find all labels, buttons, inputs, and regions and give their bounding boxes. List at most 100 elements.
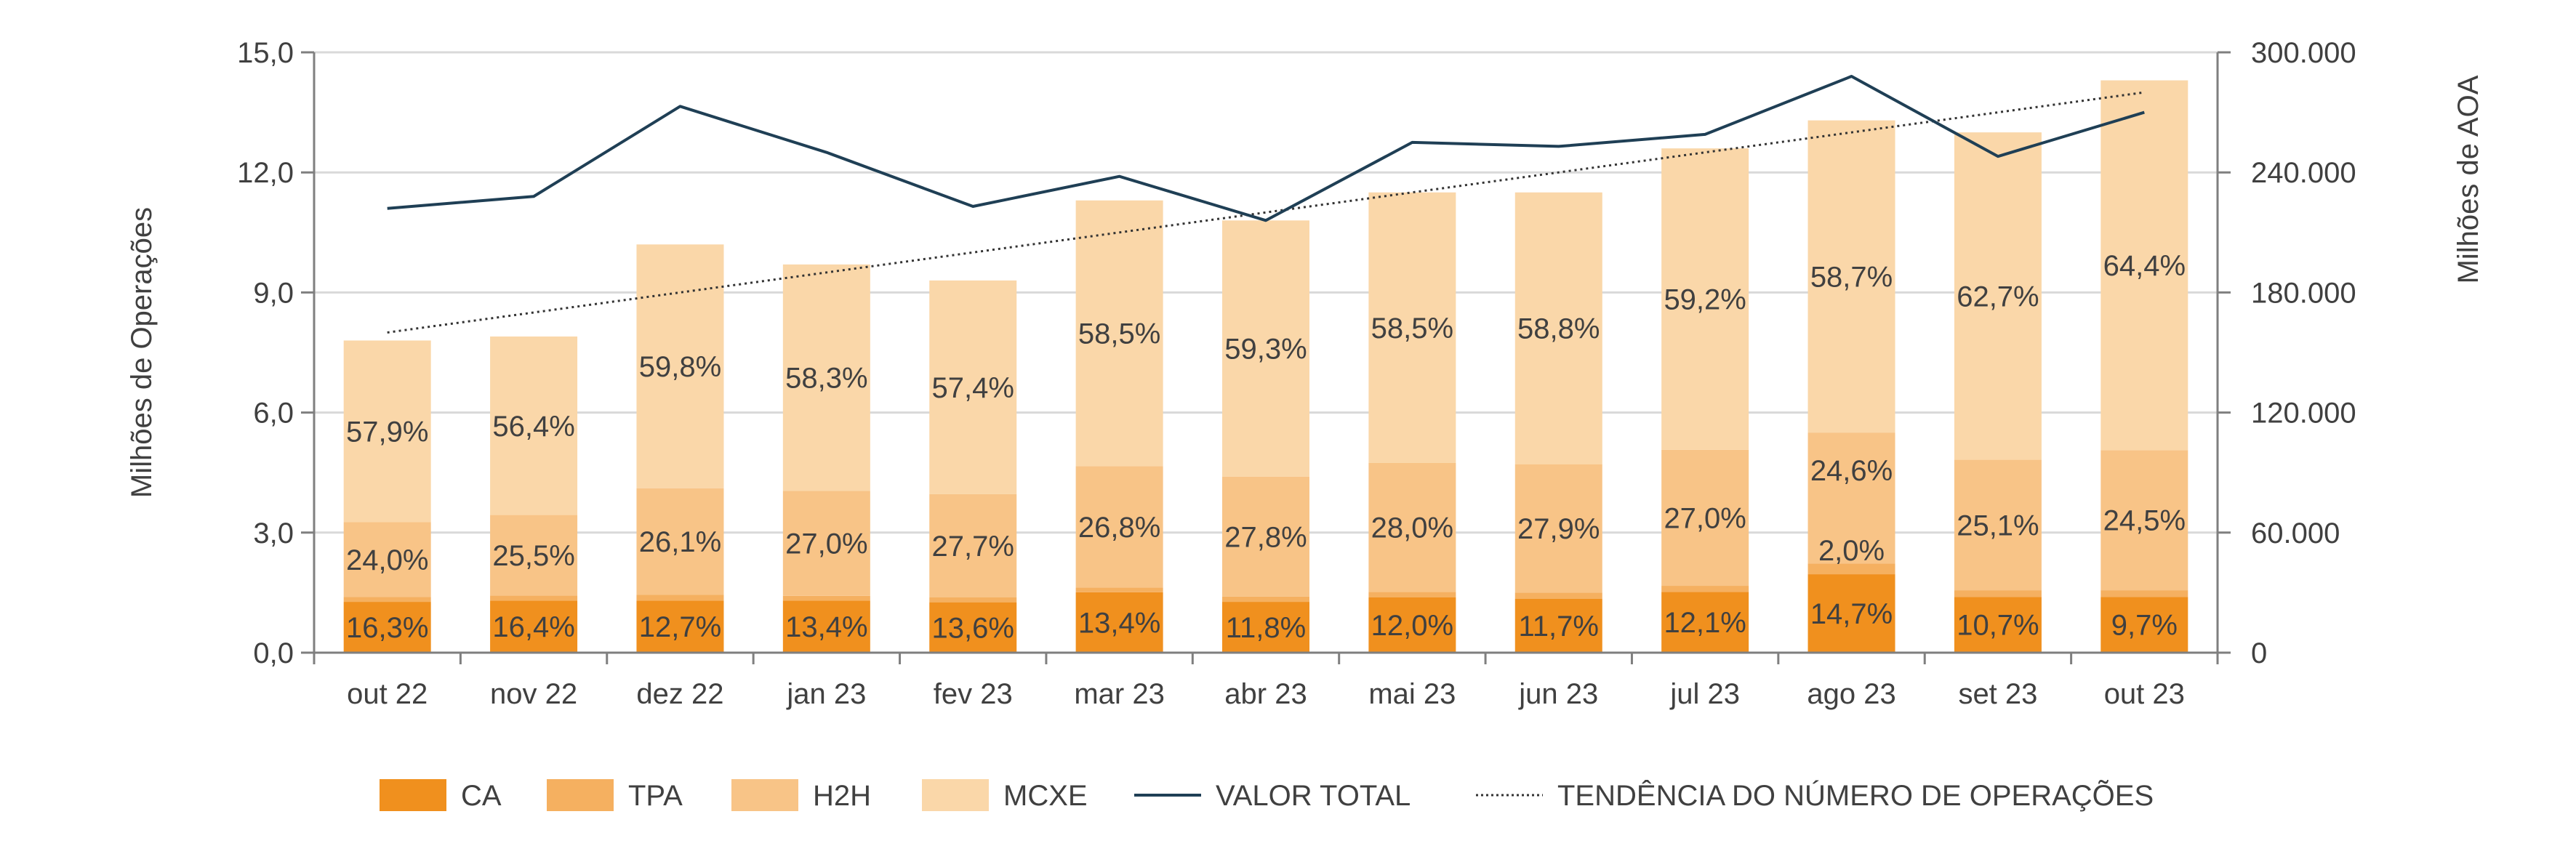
bar-label-tpa: 2,0% (1818, 535, 1885, 567)
bar-h2h (1222, 476, 1309, 597)
bar-ca (1661, 592, 1749, 653)
bar-mcxe (1075, 200, 1163, 467)
bar-labels-group: 16,3% 24,0% 57,9% 16,4% 25,5% 56,4% 12,7% 26,1%… (346, 250, 2186, 644)
bar-h2h (343, 522, 431, 597)
bar-mcxe (343, 340, 431, 523)
bar-tpa (490, 595, 578, 601)
x-tick-label: ago 23 (1807, 678, 1895, 710)
bar-label-h2h: 26,8% (1078, 512, 1160, 544)
bar-label-h2h: 27,7% (932, 531, 1014, 563)
y-right-tick-label: 0 (2251, 637, 2267, 669)
bars-group (343, 80, 2188, 653)
y-left-tick-label: 12,0 (237, 157, 294, 189)
bar-label-mcxe: 57,4% (932, 372, 1014, 404)
bar-h2h (929, 494, 1017, 598)
valor-total-line (387, 75, 2145, 222)
line-group (387, 75, 2145, 222)
bar-label-h2h: 25,1% (1957, 509, 2039, 541)
bar-label-mcxe: 58,5% (1371, 313, 1453, 345)
bar-mcxe (636, 244, 724, 488)
bar-ca (1075, 592, 1163, 653)
bar-tpa (1222, 596, 1309, 603)
y-right-tick-label: 240.000 (2251, 157, 2356, 189)
y-right-tick-label: 120.000 (2251, 398, 2356, 430)
bar-tpa (1661, 586, 1749, 592)
legend-swatch-tpa (547, 779, 614, 811)
bar-label-ca: 16,3% (346, 612, 428, 644)
bar-tpa (782, 595, 870, 601)
legend-label-mcxe: MCXE (1003, 780, 1088, 812)
y-right-tick-label: 60.000 (2251, 517, 2340, 549)
x-tick-label: jul 23 (1669, 678, 1740, 710)
bar-label-h2h: 26,1% (639, 526, 721, 558)
bar-label-mcxe: 56,4% (492, 411, 574, 443)
bar-mcxe (1661, 148, 1749, 450)
bar-h2h (1661, 449, 1749, 587)
trend-group (387, 91, 2145, 334)
bar-mcxe (1514, 192, 1602, 464)
bar-label-h2h: 25,5% (492, 540, 574, 572)
bar-tpa (343, 597, 431, 603)
bar-tpa (1075, 587, 1163, 592)
y-left-tick-label: 15,0 (237, 37, 294, 69)
legend-swatch-h2h (731, 779, 798, 811)
bar-label-ca: 16,4% (492, 611, 574, 643)
x-tick-label: mar 23 (1074, 678, 1165, 710)
bar-tpa (1514, 592, 1602, 599)
bar-h2h (636, 488, 724, 595)
legend-label-tpa: TPA (628, 780, 683, 812)
bar-label-mcxe: 59,8% (639, 351, 721, 383)
bar-label-ca: 12,1% (1664, 607, 1746, 639)
bar-label-mcxe: 58,3% (785, 363, 867, 395)
bar-tpa (1954, 590, 2042, 597)
bar-ca (782, 600, 870, 653)
y-left-tick-label: 0,0 (253, 637, 294, 669)
bar-mcxe (929, 280, 1017, 494)
bar-ca (1368, 597, 1456, 653)
bar-label-ca: 12,7% (639, 611, 721, 643)
bar-label-h2h: 27,8% (1224, 521, 1307, 553)
bar-label-mcxe: 64,4% (2103, 250, 2186, 282)
bar-label-mcxe: 58,8% (1517, 313, 1600, 345)
x-tick-label: jun 23 (1518, 678, 1598, 710)
bar-mcxe (2100, 80, 2188, 451)
bar-label-h2h: 27,9% (1517, 513, 1600, 545)
x-tick-label: jan 23 (786, 678, 866, 710)
bar-mcxe (1954, 132, 2042, 460)
bar-label-mcxe: 62,7% (1957, 281, 2039, 313)
bar-label-mcxe: 58,5% (1078, 318, 1160, 350)
y-left-axis-title: Milhões de Operações (126, 207, 158, 498)
x-tick-label: fev 23 (934, 678, 1013, 710)
bar-tpa (929, 597, 1017, 603)
bar-h2h (1075, 466, 1163, 588)
bar-mcxe (1222, 220, 1309, 477)
bar-label-mcxe: 57,9% (346, 416, 428, 448)
axes-group: 0,0 3,0 6,0 9,0 12,0 15,0 0 60.000 120.000 180.00… (126, 37, 2484, 710)
trend-line (387, 91, 2145, 334)
bar-ca (636, 600, 724, 653)
bar-label-h2h: 28,0% (1371, 512, 1453, 544)
bar-label-h2h: 24,6% (1810, 455, 1893, 487)
bar-label-ca: 11,7% (1519, 611, 1599, 643)
bar-tpa (636, 595, 724, 601)
y-left-tick-label: 6,0 (253, 398, 294, 430)
bar-label-mcxe: 59,3% (1224, 333, 1307, 365)
x-tick-label: out 22 (347, 678, 428, 710)
y-left-tick-label: 3,0 (253, 517, 294, 549)
bar-ca (1954, 597, 2042, 653)
x-tick-label: nov 22 (490, 678, 577, 710)
bar-label-ca: 13,6% (932, 612, 1014, 644)
bar-ca (1222, 602, 1309, 653)
legend-label-ca: CA (461, 780, 502, 812)
bar-label-mcxe: 58,7% (1810, 261, 1893, 293)
legend-label-tendencia: TENDÊNCIA DO NÚMERO DE OPERAÇÕES (1557, 779, 2154, 812)
bar-mcxe (490, 336, 578, 515)
legend-swatch-mcxe (922, 779, 989, 811)
y-right-tick-label: 180.000 (2251, 277, 2356, 309)
bar-h2h (1954, 459, 2042, 591)
y-left-tick-label: 9,0 (253, 277, 294, 309)
bar-h2h (1514, 464, 1602, 593)
bar-ca (490, 600, 578, 653)
